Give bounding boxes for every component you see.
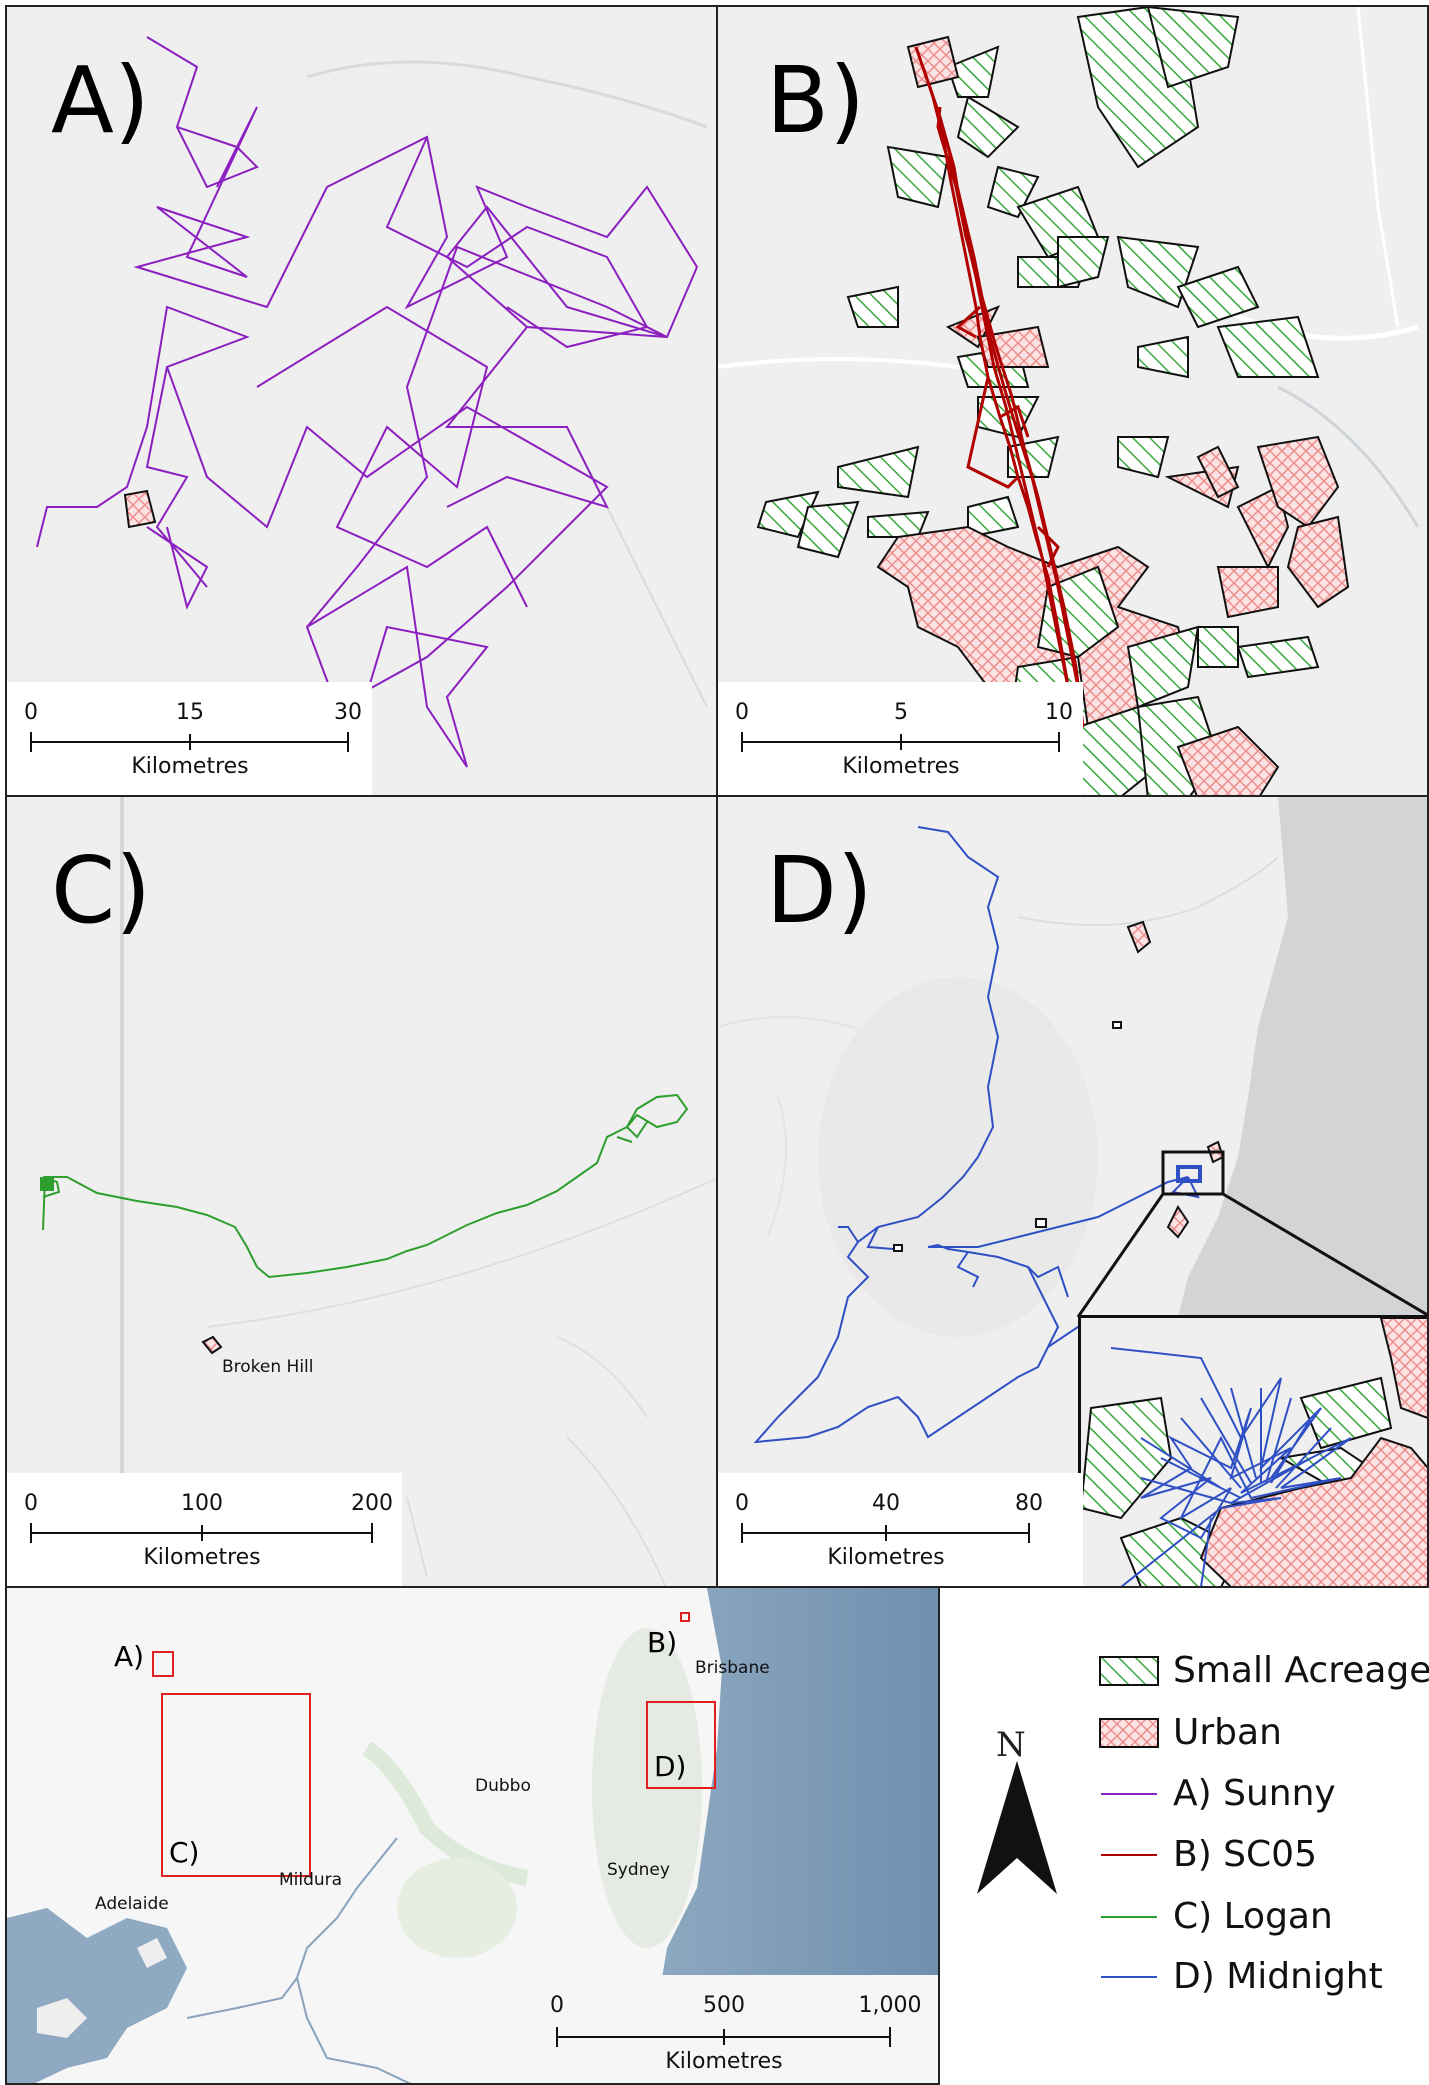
north-label: N [996, 1725, 1026, 1765]
panel-d-scale-tick-0: 0 [735, 1491, 749, 1516]
sc05-line-swatch [1101, 1854, 1157, 1856]
panel-a-basemap [36, 36, 708, 768]
place-brisbane: Brisbane [695, 1658, 770, 1678]
broken-hill-outline [201, 1335, 223, 1355]
overview-box-c [161, 1693, 311, 1877]
panel-a-scalebar: 0 15 30 Kilometres [7, 682, 372, 795]
legend-label: B) SC05 [1173, 1834, 1317, 1875]
place-mildura: Mildura [279, 1870, 343, 1890]
panel-d-label: D) [766, 837, 873, 944]
panel-b-scale-unit: Kilometres [842, 754, 960, 779]
overview-box-d [646, 1701, 716, 1789]
overview-label-d: D) [654, 1750, 687, 1783]
panel-a-label: A) [51, 47, 150, 154]
overview-label-c: C) [169, 1836, 200, 1869]
panel-c-map: C) Broken Hill 0 100 200 Kilometres [5, 795, 718, 1588]
place-adelaide: Adelaide [95, 1894, 169, 1914]
small-acreage-swatch [1099, 1656, 1159, 1686]
inset-track-midnight [1110, 1347, 1352, 1586]
panel-c-scale-unit: Kilometres [143, 1545, 261, 1570]
panel-d-scalebar: 0 40 80 Kilometres [718, 1473, 1083, 1586]
north-arrow-icon [977, 1760, 1057, 1894]
overview-label-a: A) [114, 1640, 145, 1673]
panel-a-scale-tick-1: 15 [176, 700, 204, 725]
overview-label-b: B) [647, 1626, 678, 1659]
panel-b-label: B) [766, 47, 866, 154]
panel-d-scale-unit: Kilometres [827, 1545, 945, 1570]
overview-scalebar: 0 500 1,000 Kilometres [547, 1975, 938, 2083]
panel-a-scale-tick-2: 30 [334, 700, 362, 725]
track-sc05 [914, 46, 1085, 728]
panel-a-scalebar-line [30, 732, 349, 752]
overview-scalebar-line [556, 2027, 891, 2047]
overview-scale-tick-1: 500 [703, 1993, 745, 2018]
panel-c-scale-tick-1: 100 [181, 1491, 223, 1516]
panel-d-inset [1078, 1315, 1427, 1586]
panel-b-scalebar-line [741, 732, 1060, 752]
panel-b-map: B) 0 5 10 Kilometres [716, 5, 1429, 797]
legend-label: A) Sunny [1173, 1773, 1336, 1814]
panel-a-scale-unit: Kilometres [131, 754, 249, 779]
legend-label: Urban [1173, 1712, 1282, 1753]
place-sydney: Sydney [607, 1860, 670, 1880]
panel-b-scale-tick-2: 10 [1045, 700, 1073, 725]
sunny-line-swatch [1101, 1793, 1157, 1795]
panel-d-scale-tick-2: 80 [1015, 1491, 1043, 1516]
panel-d-map: D) 0 40 80 Kilometres [716, 795, 1429, 1588]
panel-c-label: C) [51, 837, 152, 944]
overview-box-b [680, 1612, 690, 1622]
urban-swatch [1099, 1718, 1159, 1748]
panel-b-scale-tick-0: 0 [735, 700, 749, 725]
panel-c-basemap [40, 797, 716, 1586]
overview-basemap [7, 1588, 938, 2083]
panel-a-map: A) 0 15 30 Kilometres [5, 5, 718, 797]
overview-box-a [152, 1651, 174, 1677]
panel-c-scale-tick-0: 0 [24, 1491, 38, 1516]
panel-d-inset-map [1081, 1318, 1427, 1586]
place-dubbo: Dubbo [475, 1776, 531, 1796]
overview-scale-tick-2: 1,000 [858, 1993, 922, 2018]
panel-a-scale-tick-0: 0 [24, 700, 38, 725]
panel-d-scale-tick-1: 40 [872, 1491, 900, 1516]
panel-b-scalebar: 0 5 10 Kilometres [718, 682, 1083, 795]
legend-label: C) Logan [1173, 1896, 1333, 1937]
overview-map: A) B) C) D) Brisbane Dubbo Sydney Mildur… [5, 1586, 940, 2085]
overview-scale-unit: Kilometres [665, 2049, 783, 2074]
panel-b-scale-tick-1: 5 [894, 700, 908, 725]
legend-label: Small Acreage [1173, 1650, 1429, 1691]
track-logan [42, 1093, 689, 1279]
track-sunny [36, 36, 699, 768]
midnight-line-swatch [1101, 1976, 1157, 1978]
legend-label: D) Midnight [1173, 1956, 1383, 1997]
panel-d-scalebar-line [741, 1523, 1030, 1543]
panel-c-scale-tick-2: 200 [351, 1491, 393, 1516]
overview-scale-tick-0: 0 [550, 1993, 564, 2018]
logan-line-swatch [1101, 1916, 1157, 1918]
broken-hill-label: Broken Hill [222, 1357, 314, 1377]
panel-c-scalebar: 0 100 200 Kilometres [7, 1473, 402, 1586]
panel-c-scalebar-line [30, 1523, 373, 1543]
